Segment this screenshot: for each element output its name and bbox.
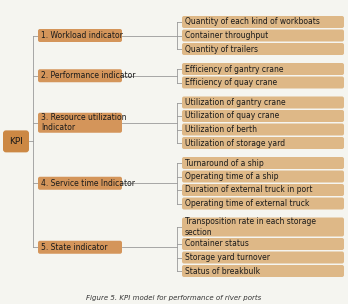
Text: Utilization of berth: Utilization of berth xyxy=(185,125,257,134)
Text: 3. Resource utilization
Indicator: 3. Resource utilization Indicator xyxy=(41,113,127,133)
Text: Transposition rate in each storage
section: Transposition rate in each storage secti… xyxy=(185,217,316,237)
Text: 5. State indicator: 5. State indicator xyxy=(41,243,108,252)
Text: Utilization of quay crane: Utilization of quay crane xyxy=(185,112,279,120)
FancyBboxPatch shape xyxy=(182,123,344,136)
Text: Storage yard turnover: Storage yard turnover xyxy=(185,253,270,262)
Text: Utilization of gantry crane: Utilization of gantry crane xyxy=(185,98,286,107)
FancyBboxPatch shape xyxy=(182,251,344,264)
FancyBboxPatch shape xyxy=(182,96,344,109)
FancyBboxPatch shape xyxy=(182,16,344,28)
FancyBboxPatch shape xyxy=(38,241,122,254)
Text: Turnaround of a ship: Turnaround of a ship xyxy=(185,158,264,168)
FancyBboxPatch shape xyxy=(182,43,344,55)
FancyBboxPatch shape xyxy=(182,137,344,149)
FancyBboxPatch shape xyxy=(182,110,344,122)
FancyBboxPatch shape xyxy=(182,198,344,209)
FancyBboxPatch shape xyxy=(182,238,344,250)
Text: 4. Service time Indicator: 4. Service time Indicator xyxy=(41,179,135,188)
FancyBboxPatch shape xyxy=(3,130,29,152)
Text: Container status: Container status xyxy=(185,240,249,248)
FancyBboxPatch shape xyxy=(182,29,344,42)
Text: Container throughput: Container throughput xyxy=(185,31,268,40)
Text: Operating time of external truck: Operating time of external truck xyxy=(185,199,309,208)
FancyBboxPatch shape xyxy=(182,171,344,182)
FancyBboxPatch shape xyxy=(38,29,122,42)
Text: Status of breakbulk: Status of breakbulk xyxy=(185,267,260,275)
FancyBboxPatch shape xyxy=(38,177,122,190)
FancyBboxPatch shape xyxy=(182,184,344,196)
FancyBboxPatch shape xyxy=(182,217,344,237)
Text: 1. Workload indicator: 1. Workload indicator xyxy=(41,31,123,40)
FancyBboxPatch shape xyxy=(38,69,122,82)
Text: Quantity of trailers: Quantity of trailers xyxy=(185,44,258,54)
FancyBboxPatch shape xyxy=(38,113,122,133)
Text: Operating time of a ship: Operating time of a ship xyxy=(185,172,278,181)
Text: Duration of external truck in port: Duration of external truck in port xyxy=(185,185,313,195)
FancyBboxPatch shape xyxy=(182,157,344,169)
FancyBboxPatch shape xyxy=(182,77,344,88)
Text: Efficiency of gantry crane: Efficiency of gantry crane xyxy=(185,64,284,74)
FancyBboxPatch shape xyxy=(182,63,344,75)
Text: Utilization of storage yard: Utilization of storage yard xyxy=(185,139,285,147)
Text: Efficiency of quay crane: Efficiency of quay crane xyxy=(185,78,277,87)
FancyBboxPatch shape xyxy=(182,265,344,277)
Text: 2. Performance indicator: 2. Performance indicator xyxy=(41,71,135,80)
Text: Quantity of each kind of workboats: Quantity of each kind of workboats xyxy=(185,18,320,26)
Text: KPI: KPI xyxy=(9,137,23,146)
Text: Figure 5. KPI model for performance of river ports: Figure 5. KPI model for performance of r… xyxy=(86,295,262,301)
